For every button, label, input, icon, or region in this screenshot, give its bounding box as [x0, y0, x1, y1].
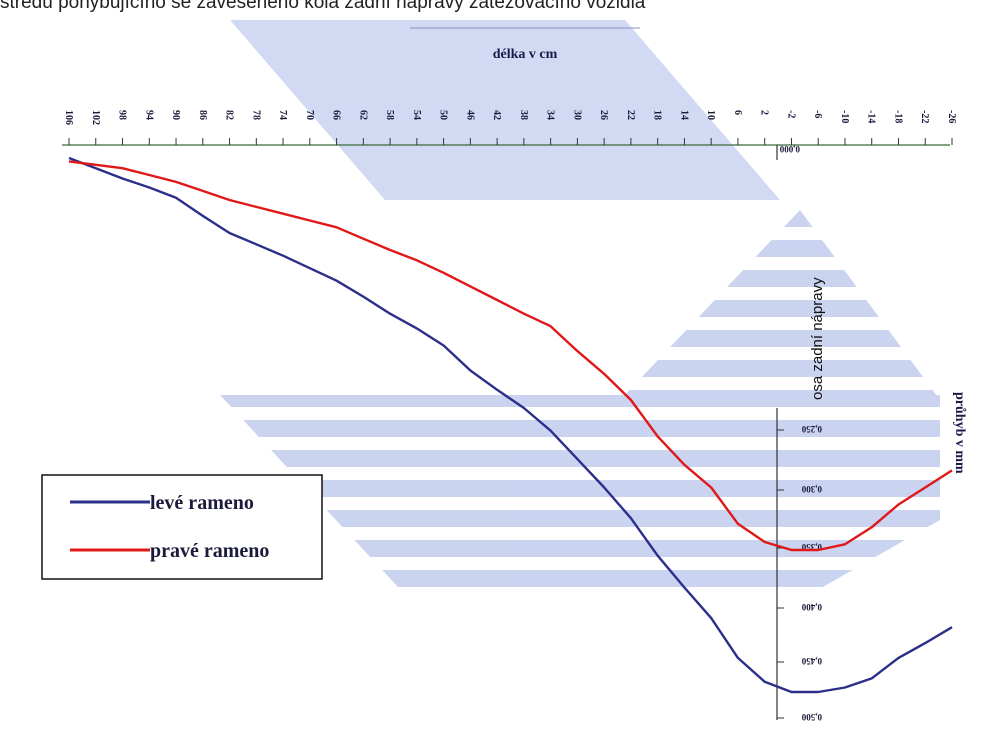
y-tick-label: 0,250 — [801, 424, 822, 434]
x-tick-label: 90 — [170, 110, 181, 120]
x-tick-label: 6 — [732, 110, 743, 115]
x-tick-label: -10 — [839, 110, 850, 123]
legend-label-left: levé rameno — [150, 492, 254, 514]
x-tick-label: 46 — [464, 110, 475, 120]
x-tick-label: 42 — [491, 110, 502, 120]
x-tick-label: 58 — [384, 110, 395, 120]
x-tick-label: 22 — [625, 110, 636, 120]
axis-annotation: osa zadní nápravy — [809, 277, 826, 400]
y-tick-label: 0,500 — [801, 712, 822, 722]
x-tick-label: 26 — [598, 110, 609, 120]
x-tick-label: 106 — [63, 110, 74, 125]
x-tick-label: 2 — [759, 110, 770, 115]
series-line-left — [68, 156, 953, 694]
x-axis-label: délka v cm — [493, 47, 558, 62]
x-tick-label: 98 — [117, 110, 128, 120]
x-tick-label: -18 — [892, 110, 903, 123]
legend: levé rameno pravé rameno — [41, 474, 323, 580]
x-tick-label: 18 — [652, 110, 663, 120]
x-tick-label: 54 — [411, 110, 422, 120]
chart-caption: středu pohybujícího se zavěšeného kola z… — [0, 0, 646, 13]
x-tick-label: 34 — [545, 110, 556, 120]
y-tick-label: 0,300 — [801, 484, 822, 494]
x-tick-label: 62 — [357, 110, 368, 120]
series-layer — [68, 156, 953, 694]
y-tick-label: 0,400 — [801, 602, 822, 612]
x-tick-label: -26 — [946, 110, 957, 123]
x-tick-label: 102 — [90, 110, 101, 125]
x-tick-label: 66 — [331, 110, 342, 120]
x-tick-label: 78 — [250, 110, 261, 120]
series-line-right — [68, 160, 953, 552]
y-axis-label: průhyb v mm — [952, 392, 967, 474]
y-tick-label: 0,350 — [801, 542, 822, 552]
x-tick-label: 14 — [678, 110, 689, 120]
x-tick-label: -2 — [785, 110, 796, 118]
x-tick-label: 94 — [143, 110, 154, 120]
x-axis: 106 102 98 94 90 86 82 78 74 70 66 62 58 54 50 46 42 38 34… — [62, 110, 957, 146]
y-tick-label: 0,000 — [779, 144, 800, 154]
y-tick-label: 0,450 — [801, 656, 822, 666]
x-tick-label: 10 — [705, 110, 716, 120]
x-tick-label: -14 — [866, 110, 877, 123]
x-tick-label: 70 — [304, 110, 315, 120]
x-tick-label: -6 — [812, 110, 823, 118]
x-tick-label: 50 — [438, 110, 449, 120]
x-tick-label: 30 — [571, 110, 582, 120]
x-tick-label: 74 — [277, 110, 288, 120]
x-tick-label: 86 — [197, 110, 208, 120]
legend-label-right: pravé rameno — [150, 540, 269, 562]
background-watermark — [220, 20, 940, 600]
x-tick-label: -22 — [919, 110, 930, 123]
y-axis: 0,000 0,250 0,300 0,350 0,400 0,450 0,500 — [776, 144, 822, 722]
x-tick-label: 82 — [224, 110, 235, 120]
x-tick-label: 38 — [518, 110, 529, 120]
